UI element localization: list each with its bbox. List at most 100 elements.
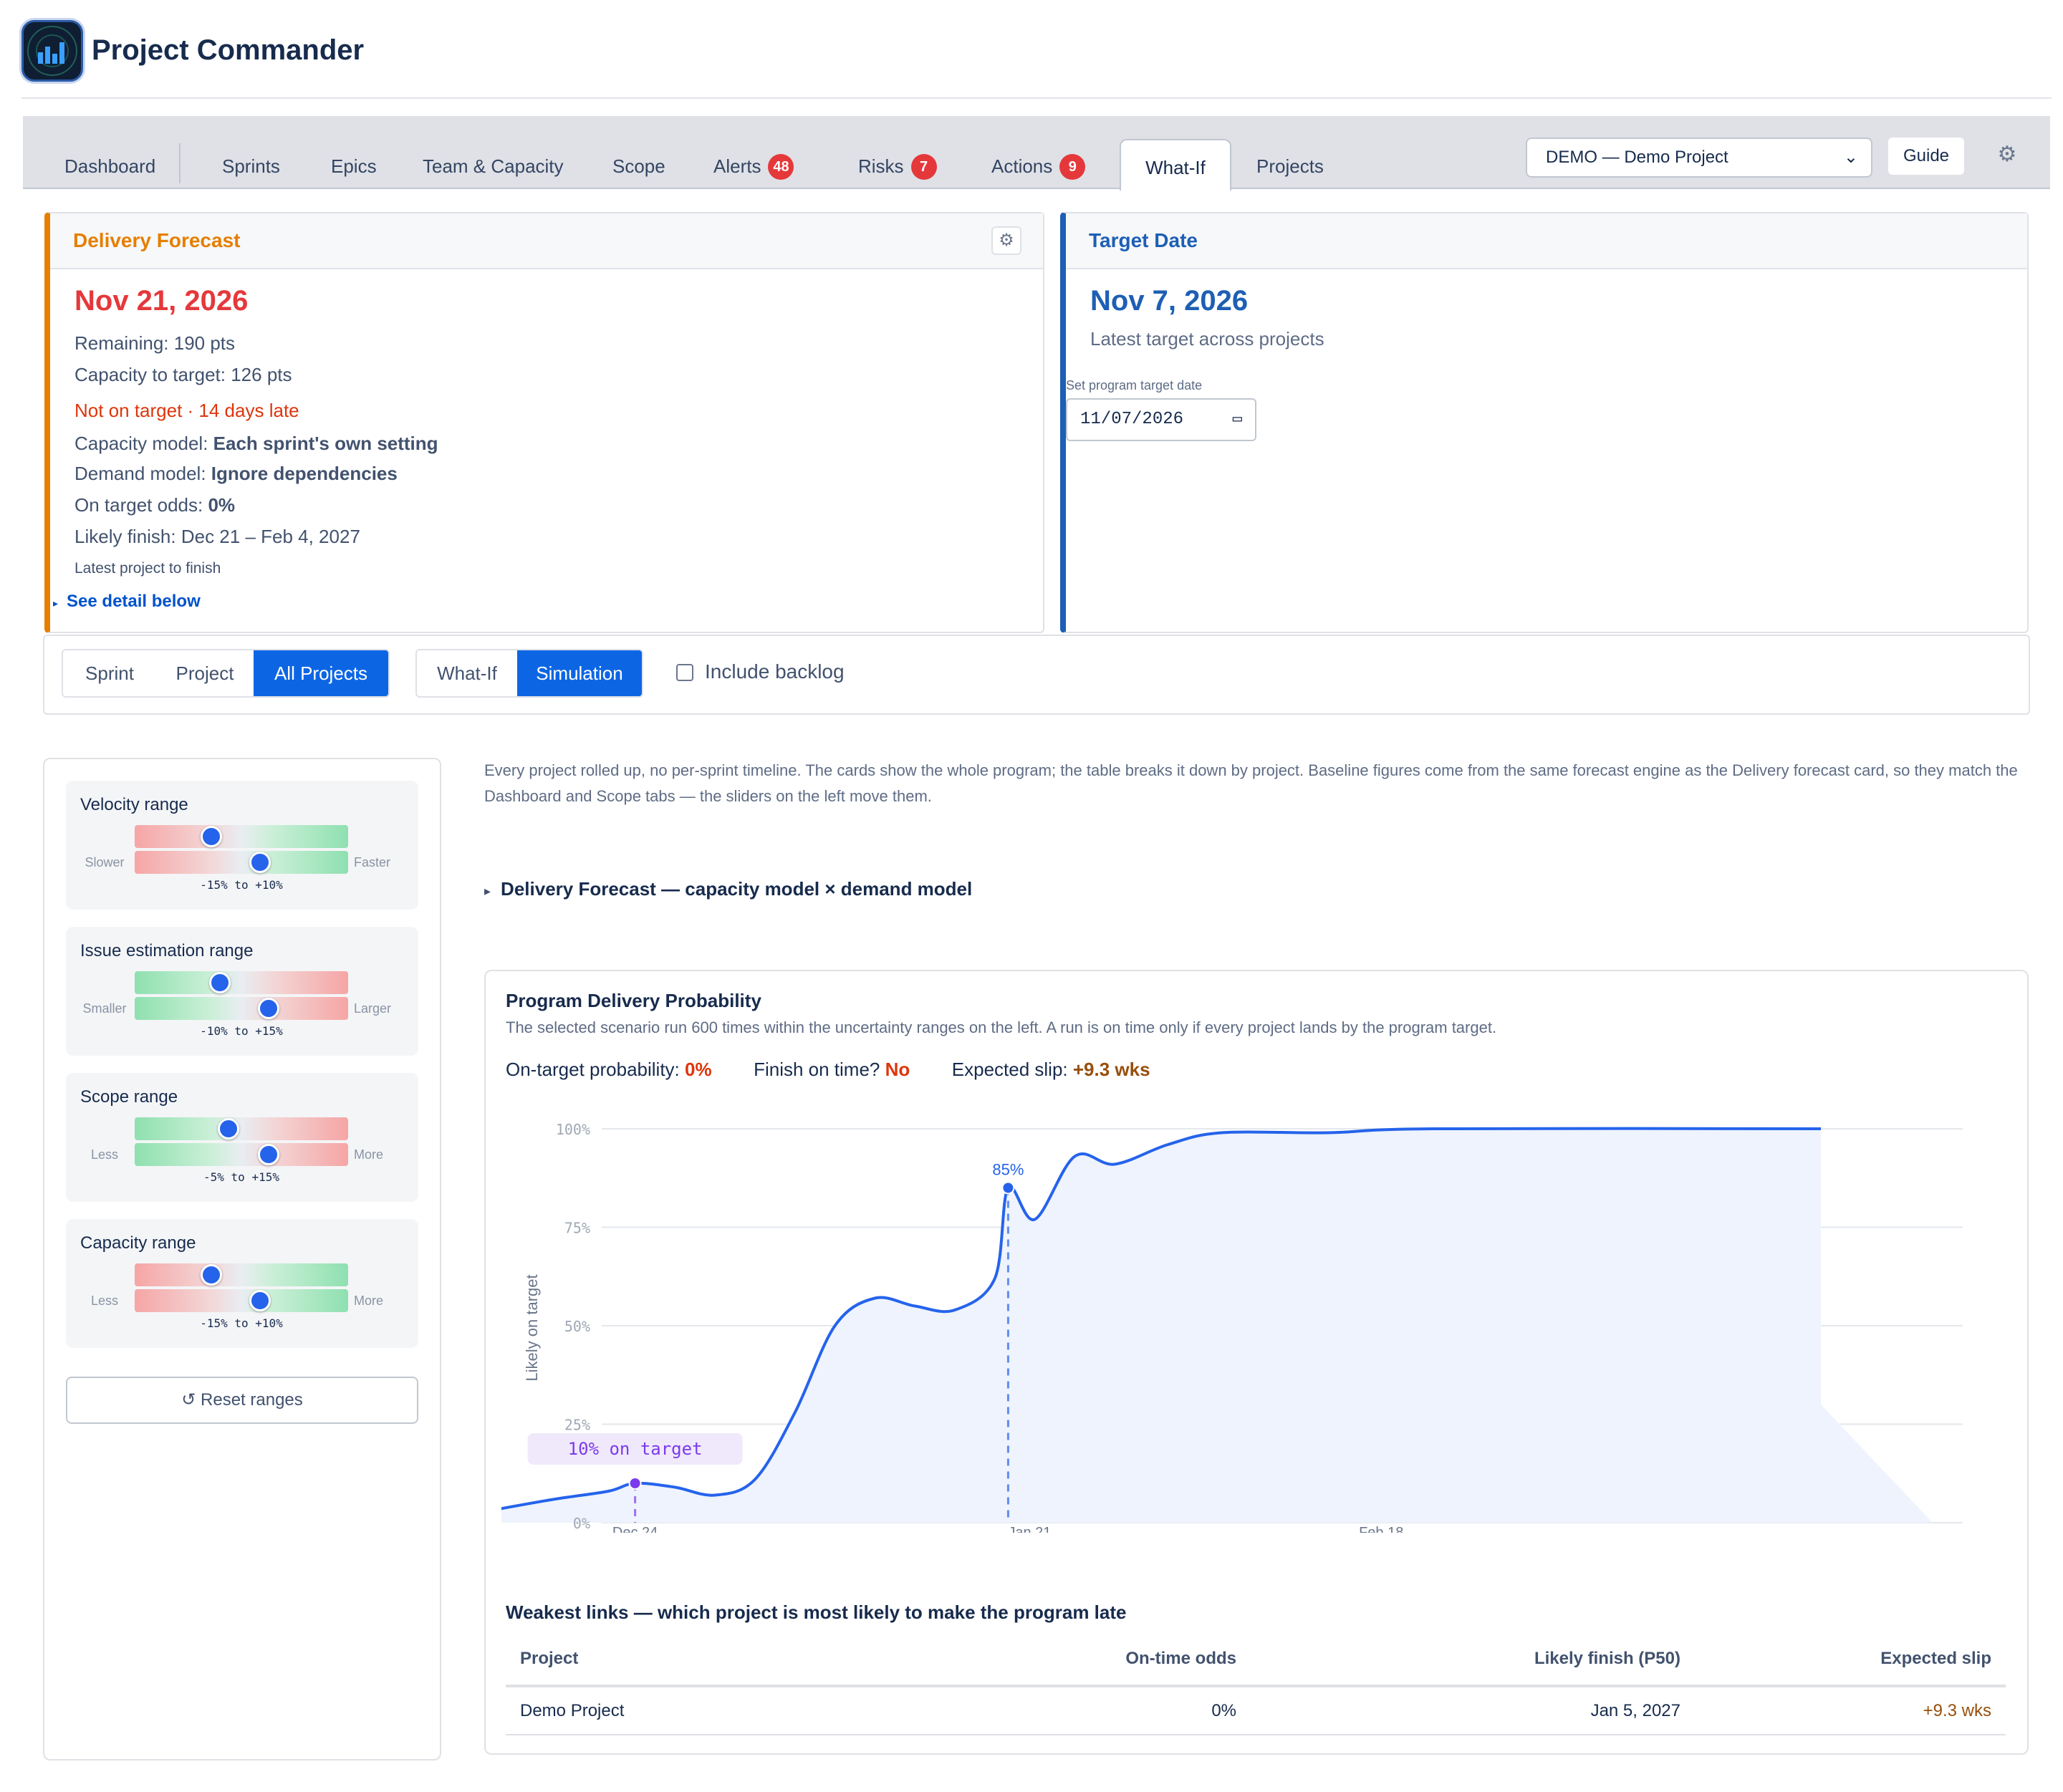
slider-handle-min[interactable] [201, 826, 222, 847]
forecast-date: Nov 21, 2026 [74, 285, 249, 317]
remaining-text: Remaining: 190 pts [74, 332, 236, 354]
include-backlog-label[interactable]: Include backlog [705, 660, 845, 683]
slider-left-label: Less [90, 1147, 119, 1162]
scope-all-projects-button[interactable]: All Projects [254, 650, 388, 696]
slider-handle-min[interactable] [209, 972, 231, 993]
tab-team-capacity[interactable]: Team & Capacity [423, 155, 564, 177]
gear-icon[interactable]: ⚙ [991, 226, 1021, 255]
slider-handle-max[interactable] [258, 1144, 279, 1165]
column-header-slip[interactable]: Expected slip [1695, 1633, 2006, 1687]
scope-toggle-group: Sprint Project All Projects [62, 649, 390, 698]
slider-track-max[interactable] [135, 851, 348, 874]
x-tick-label: Dec 24 [612, 1525, 658, 1533]
y-tick-label: 75% [564, 1220, 590, 1237]
slider-handle-min[interactable] [201, 1264, 222, 1286]
slider-track-min[interactable] [135, 971, 348, 994]
tab-projects[interactable]: Projects [1256, 155, 1324, 177]
latest-project-note: Latest project to finish [74, 560, 221, 577]
chart-area [501, 1128, 1933, 1523]
slider-track-max[interactable] [135, 1143, 348, 1166]
tab-sprints[interactable]: Sprints [222, 155, 280, 177]
target-status: Not on target · 14 days late [74, 400, 299, 421]
column-header-project[interactable]: Project [506, 1633, 1064, 1687]
guide-button[interactable]: Guide [1887, 136, 1966, 176]
column-header-odds[interactable]: On-time odds [1064, 1633, 1251, 1687]
slider-left-label: Less [90, 1294, 119, 1308]
gear-icon[interactable]: ⚙ [1997, 143, 2017, 166]
slider-track-max[interactable] [135, 1289, 348, 1312]
scope-project-button[interactable]: Project [175, 663, 234, 684]
annotation-point [628, 1477, 642, 1490]
annotation-label: 10% on target [568, 1439, 703, 1459]
slider-handle-max[interactable] [249, 852, 271, 873]
target-date-input[interactable]: 11/07/2026 ▭ [1066, 398, 1256, 441]
table-row[interactable]: Demo Project 0% Jan 5, 2027 +9.3 wks [506, 1686, 2006, 1735]
tab-scope[interactable]: Scope [612, 155, 665, 177]
slider-track-min[interactable] [135, 1117, 348, 1140]
slider-right-label: Larger [354, 1001, 392, 1016]
probability-subtitle: The selected scenario run 600 times with… [506, 1018, 1497, 1036]
slider-range-value: -15% to +10% [200, 1316, 283, 1330]
forecast-details-toggle[interactable]: ▸ Delivery Forecast — capacity model × de… [484, 878, 973, 900]
chevron-down-icon: ⌄ [1843, 148, 1858, 167]
tab-risks[interactable]: Risks 7 [858, 152, 937, 188]
slider-title: Velocity range [80, 795, 188, 814]
mode-simulation-button[interactable]: Simulation [517, 650, 642, 696]
finish-on-time-value: No [885, 1059, 910, 1080]
chart-annotations: 10% on target 85% [527, 1161, 1024, 1523]
slider-handle-max[interactable] [249, 1290, 271, 1311]
see-detail-link[interactable]: ▸ See detail below [53, 592, 201, 611]
capacity-range-slider: Capacity range Less More -15% to +10% [66, 1219, 418, 1348]
demand-model-line: Demand model: Ignore dependencies [74, 463, 398, 484]
slider-title: Issue estimation range [80, 941, 254, 960]
app-logo-icon [21, 20, 83, 82]
card-title: Delivery Forecast [73, 229, 241, 251]
mode-what-if-button[interactable]: What-If [437, 663, 497, 684]
slider-handle-max[interactable] [258, 998, 279, 1019]
slider-track-min[interactable] [135, 825, 348, 848]
odds-line: On target odds: 0% [74, 494, 236, 516]
probability-stats: On-target probability: 0% Finish on time… [506, 1059, 1150, 1080]
tab-actions[interactable]: Actions 9 [991, 152, 1086, 188]
tab-what-if[interactable]: What-If [1120, 139, 1231, 191]
alerts-badge: 48 [768, 154, 794, 180]
slider-left-label: Slower [85, 855, 125, 869]
slider-left-label: Smaller [82, 1001, 127, 1016]
scope-range-slider: Scope range Less More -5% to +15% [66, 1073, 418, 1202]
tab-dashboard[interactable]: Dashboard [64, 155, 156, 177]
slider-right-label: Faster [354, 855, 391, 869]
include-backlog-checkbox[interactable] [676, 664, 693, 681]
delivery-forecast-card: Delivery Forecast ⚙ Nov 21, 2026 Remaini… [44, 212, 1044, 633]
table-header-row: Project On-time odds Likely finish (P50)… [506, 1633, 2006, 1687]
slider-right-label: More [354, 1147, 384, 1162]
slider-title: Scope range [80, 1087, 178, 1107]
slider-handle-min[interactable] [218, 1118, 239, 1140]
card-header: Target Date [1066, 213, 2027, 269]
slider-range-value: -15% to +10% [200, 878, 283, 892]
weakest-links-table: Project On-time odds Likely finish (P50)… [506, 1633, 2006, 1735]
actions-badge: 9 [1059, 154, 1086, 180]
slider-range-value: -10% to +15% [200, 1024, 283, 1038]
target-date-value: Nov 7, 2026 [1090, 285, 1249, 317]
target-subtitle: Latest target across projects [1090, 328, 1324, 350]
risks-badge: 7 [910, 154, 937, 180]
reset-ranges-button[interactable]: ↺ Reset ranges [66, 1377, 418, 1424]
annotation-point [1001, 1181, 1015, 1195]
tab-epics[interactable]: Epics [331, 155, 377, 177]
x-tick-label: Jan 21 [1008, 1525, 1051, 1533]
calendar-icon[interactable]: ▭ [1232, 410, 1242, 428]
card-title: Target Date [1089, 229, 1198, 251]
cell-project: Demo Project [506, 1686, 1064, 1735]
tab-separator [179, 143, 181, 183]
capacity-model-line: Capacity model: Each sprint's own settin… [74, 433, 438, 454]
slider-track-max[interactable] [135, 997, 348, 1020]
slider-track-min[interactable] [135, 1263, 348, 1286]
tab-alerts[interactable]: Alerts 48 [713, 152, 794, 188]
project-select-value: DEMO — Demo Project [1546, 148, 1728, 167]
mode-toggle-group: What-If Simulation [415, 649, 643, 698]
scope-sprint-button[interactable]: Sprint [85, 663, 134, 684]
chart-series-line [501, 1127, 1822, 1511]
column-header-finish[interactable]: Likely finish (P50) [1251, 1633, 1695, 1687]
intro-description: Every project rolled up, no per-sprint t… [484, 761, 2018, 805]
project-select[interactable]: DEMO — Demo Project ⌄ [1526, 138, 1872, 178]
